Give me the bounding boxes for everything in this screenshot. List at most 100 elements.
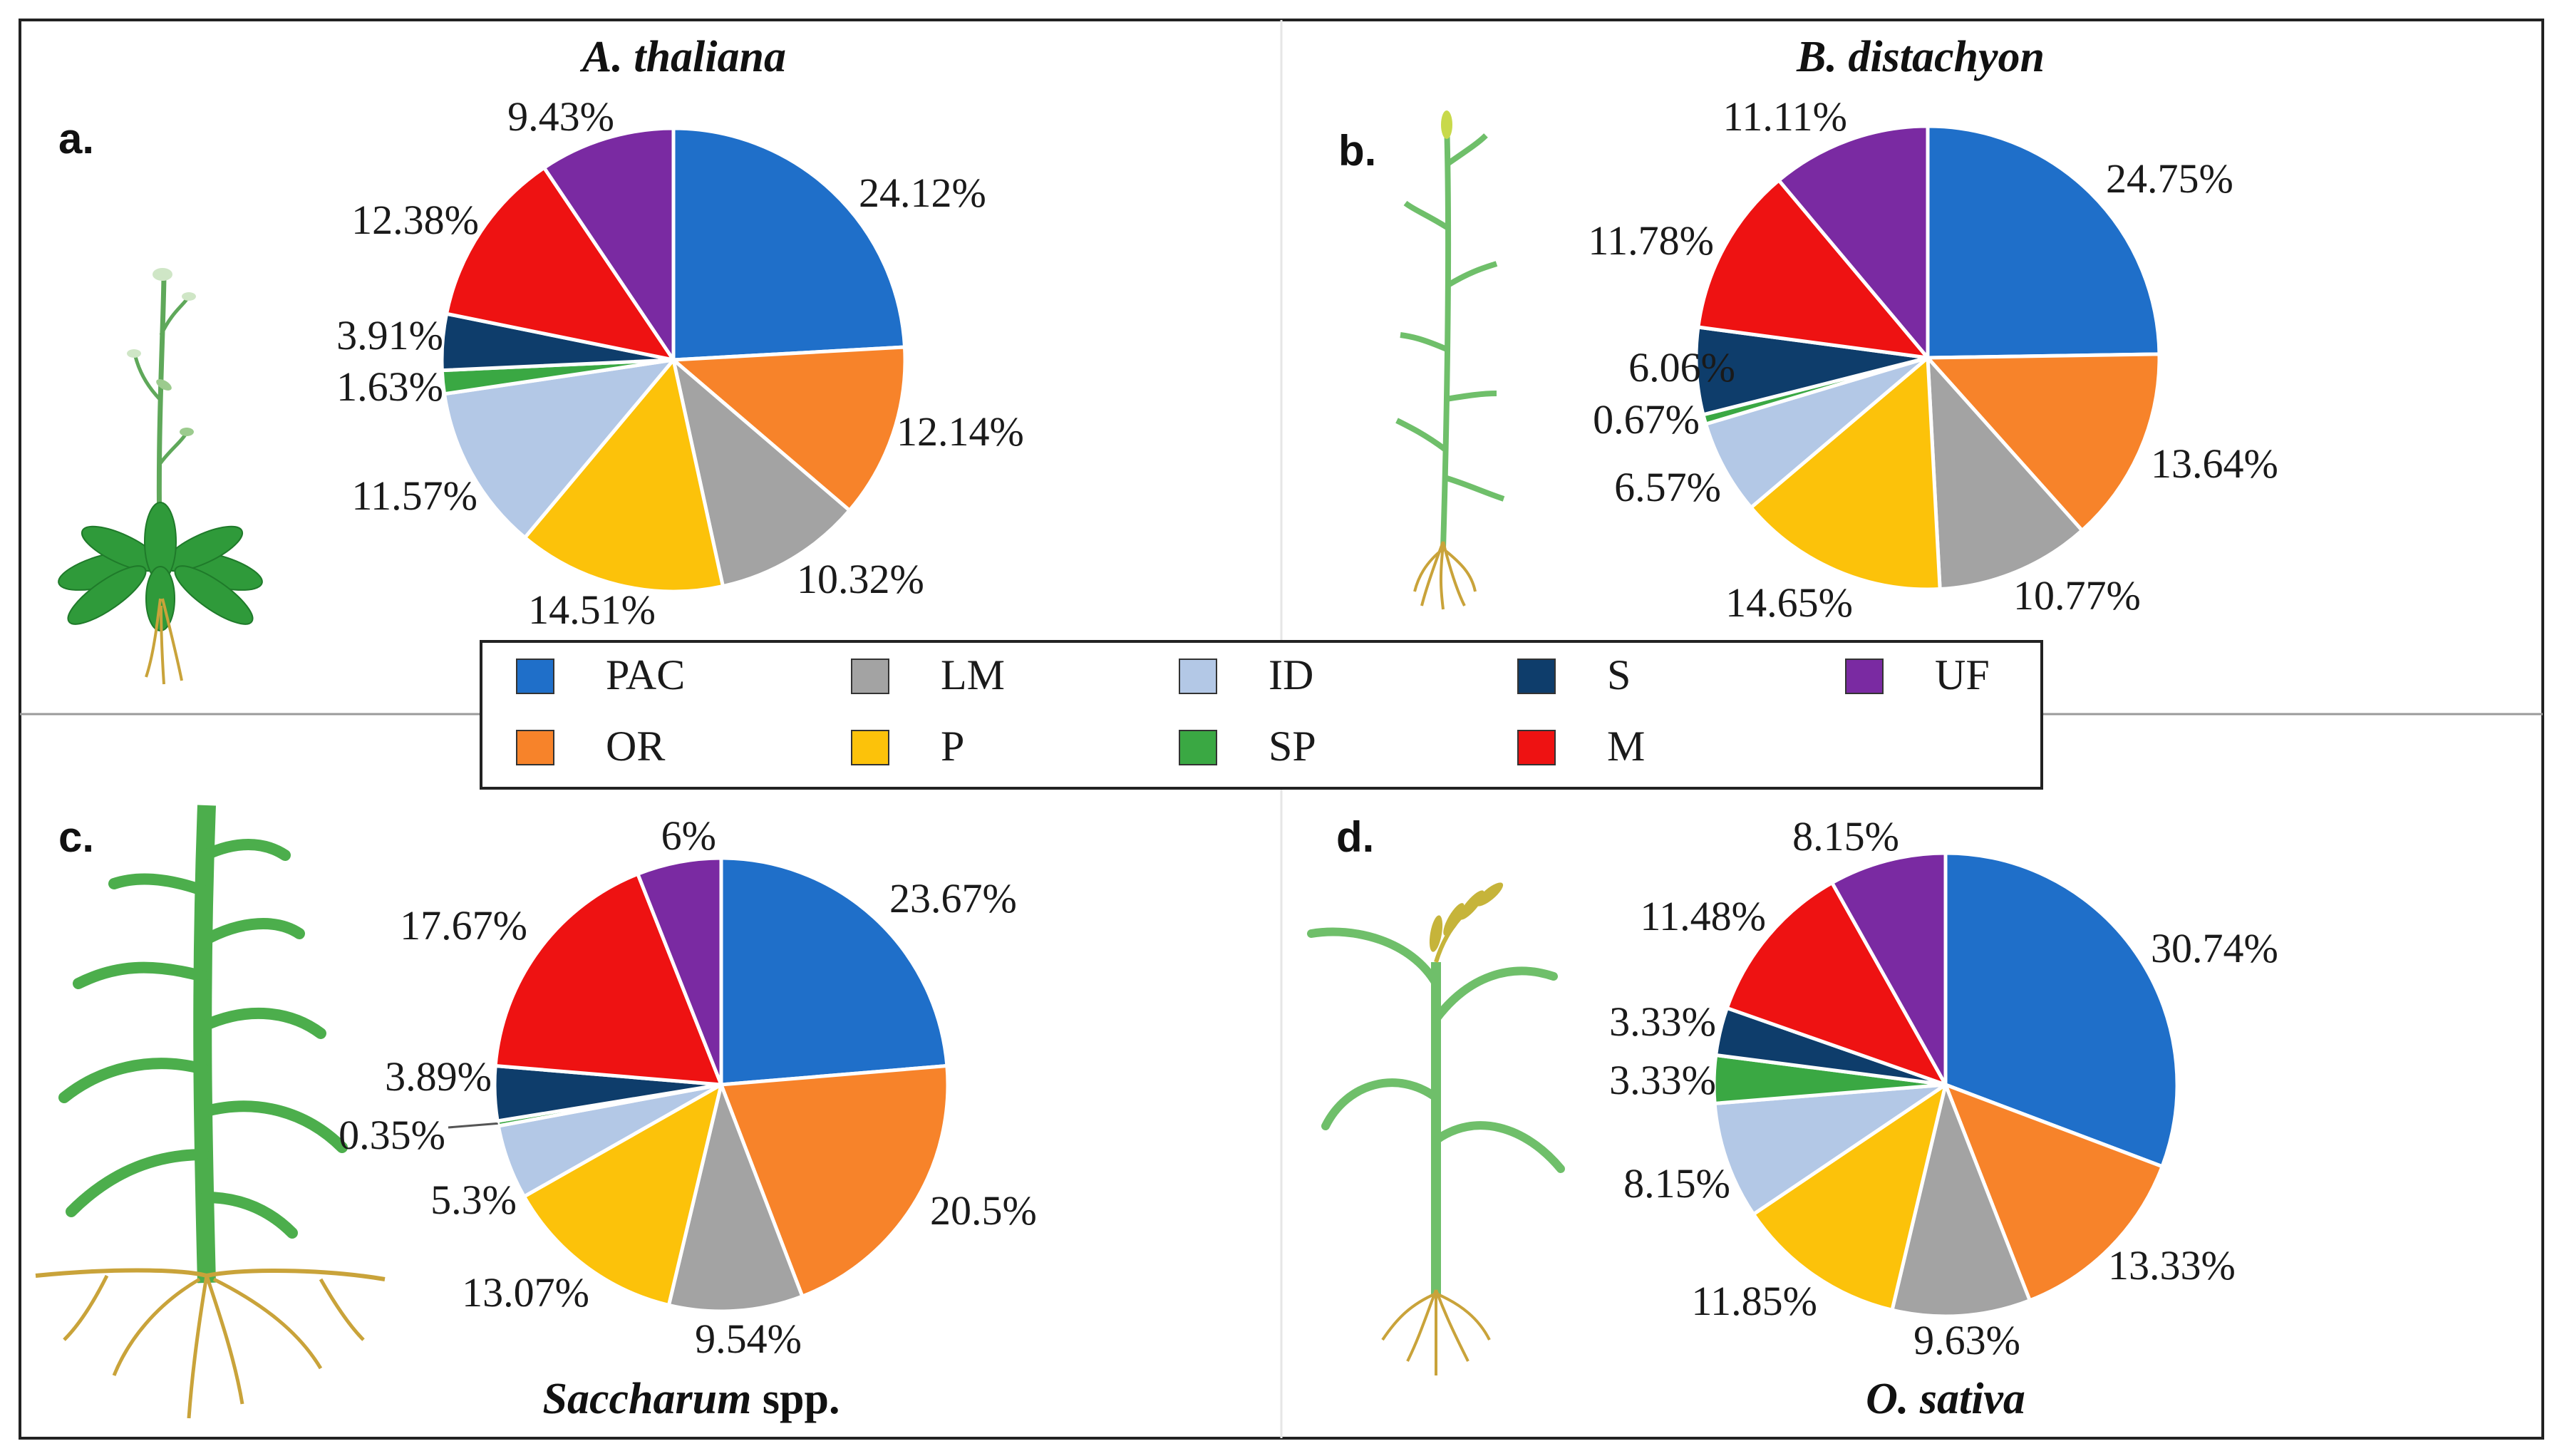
slice-label-lm: 9.63% (1913, 1317, 2020, 1363)
slice-label-id: 8.15% (1623, 1160, 1730, 1207)
legend-swatch (1517, 659, 1556, 694)
slice-label-s: 3.33% (1609, 998, 1716, 1045)
arabidopsis-plant-icon (58, 268, 263, 685)
pie-slice-pac (671, 126, 906, 362)
legend-item-pac: PAC (516, 651, 685, 698)
pie-slice-p (1749, 356, 1942, 592)
pie-chart-3: c. Saccharum spp. 23.67% 20.5% 9.54% 13.07% 5.… (58, 812, 1037, 1423)
pie-slice-id (443, 358, 676, 539)
slice-label-m: 12.38% (351, 197, 479, 243)
grass-plant-icon (1395, 110, 1505, 610)
slice-label-id: 6.57% (1614, 464, 1721, 510)
slice-label-s: 3.89% (385, 1053, 492, 1100)
legend-swatch (1179, 659, 1217, 694)
legend-box (480, 640, 2043, 790)
slice-label-pac: 23.67% (889, 875, 1017, 921)
slice-label-pac: 24.75% (2106, 155, 2233, 202)
pie-slice-id (1713, 1083, 1948, 1217)
slice-label-lm: 10.77% (2013, 572, 2141, 619)
pie-slice-m (493, 872, 723, 1087)
slice-label-sp: 1.63% (336, 363, 443, 410)
slice-label-lm: 10.32% (797, 556, 924, 602)
slice-label-or: 12.14% (897, 408, 1024, 455)
pie-slice-or (1926, 352, 2161, 532)
legend-label: SP (1269, 723, 1316, 770)
chart-title-italic: B. distachyon (1796, 33, 2045, 81)
slice-label-uf: 11.11% (1722, 93, 1847, 140)
pie-slice-or (719, 1064, 950, 1298)
slice-label-p: 13.07% (462, 1269, 589, 1316)
pie-chart-2: b. B. distachyon 24.75% 13.64% 10.77% 14.65% 6… (1338, 33, 2278, 626)
slice-label-uf: 9.43% (507, 93, 614, 140)
legend-label: S (1607, 651, 1631, 698)
slice-label-p: 14.65% (1725, 579, 1853, 626)
chart-title: Saccharum spp. (543, 1375, 840, 1423)
pie-chart-4: d. O. sativa 30.74% 13.33% 9.63% 11.85% 8.15% 3… (1336, 813, 2278, 1423)
pie-slice-pac (719, 856, 949, 1087)
pie-slice-m (1696, 178, 1930, 360)
legend-label: PAC (606, 651, 685, 698)
pie-slice-lm (671, 358, 852, 589)
pie-slice-or (1943, 1083, 2164, 1303)
slice-label-p: 11.85% (1691, 1278, 1817, 1324)
legend-item-m: M (1517, 723, 1645, 770)
legend-label: M (1607, 723, 1645, 770)
slice-label-or: 13.64% (2151, 440, 2278, 487)
legend-item-p: P (851, 723, 964, 770)
legend-swatch (1179, 730, 1217, 765)
pie-slice-lm (666, 1083, 805, 1313)
panel-letter: c. (58, 813, 94, 861)
legend-item-or: OR (516, 723, 665, 770)
pie-slice-uf (636, 856, 723, 1087)
slice-label-or: 13.33% (2108, 1242, 2236, 1289)
slice-label-sp: 3.33% (1609, 1057, 1716, 1103)
pie-slice-m (445, 165, 676, 362)
legend-label: ID (1269, 651, 1313, 698)
chart-title-suffix: spp. (751, 1375, 840, 1423)
legend-item-s: S (1517, 651, 1631, 698)
leader-line (448, 1122, 498, 1129)
chart-title: O. sativa (1866, 1375, 2025, 1423)
legend-swatch (851, 659, 889, 694)
slice-label-id: 11.57% (351, 473, 477, 519)
slice-label-m: 17.67% (400, 902, 527, 949)
slice-label-lm: 9.54% (695, 1316, 802, 1362)
pie-slice-uf (1777, 124, 1930, 360)
legend-item-uf: UF (1845, 651, 1990, 698)
legend-label: LM (941, 651, 1005, 698)
legend-swatch (851, 730, 889, 765)
pie-slice-m (1725, 881, 1948, 1087)
slice-label-sp: 0.67% (1593, 396, 1700, 443)
chart-title: B. distachyon (1796, 33, 2045, 81)
legend-item-id: ID (1179, 651, 1313, 698)
legend-label: OR (606, 723, 665, 770)
pie-slice-lm (1890, 1083, 2032, 1318)
legend-swatch (1845, 659, 1884, 694)
slice-label-uf: 8.15% (1792, 813, 1899, 859)
slice-label-sp: 0.35% (339, 1112, 445, 1158)
slice-label-or: 20.5% (930, 1187, 1037, 1234)
legend-label: P (941, 723, 964, 770)
slice-label-id: 5.3% (430, 1177, 517, 1223)
pie-slice-uf (542, 126, 676, 362)
pie-slice-p (1752, 1083, 1948, 1312)
legend-label: UF (1935, 651, 1990, 698)
slice-label-m: 11.48% (1640, 893, 1766, 939)
pie-slice-lm (1926, 356, 2085, 592)
slice-label-m: 11.78% (1588, 217, 1714, 264)
slice-label-pac: 30.74% (2151, 925, 2278, 971)
pie-slice-p (523, 358, 725, 594)
pie-slice-or (671, 345, 907, 512)
slice-label-uf: 6% (661, 812, 716, 859)
pie-slice-uf (1830, 851, 1948, 1087)
panel-letter: d. (1336, 813, 1374, 861)
slice-label-s: 3.91% (336, 312, 443, 358)
legend: PAC OR LM P ID SP SM UF (480, 640, 2043, 790)
chart-title: A. thaliana (579, 33, 786, 81)
slice-label-s: 6.06% (1628, 344, 1735, 391)
chart-title-italic: Saccharum (543, 1375, 752, 1423)
slice-label-pac: 24.12% (859, 170, 986, 216)
sugarcane-plant-icon (35, 805, 386, 1419)
slice-label-p: 14.51% (528, 587, 656, 633)
